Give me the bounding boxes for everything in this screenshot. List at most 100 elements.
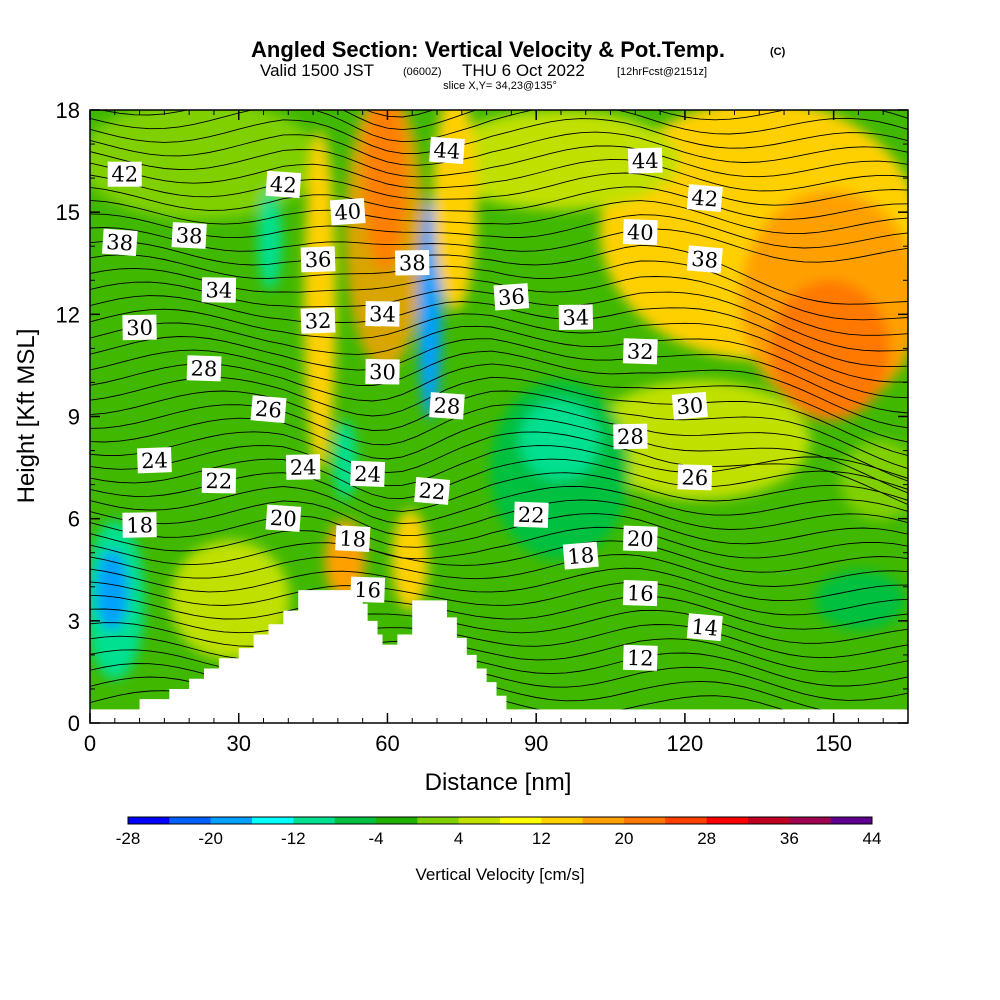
contour-label-text: 16 bbox=[627, 581, 655, 606]
isentrope-line bbox=[90, 567, 908, 602]
contour-label-box bbox=[562, 541, 599, 570]
contour-label-box bbox=[513, 501, 549, 528]
isentrope-line bbox=[90, 186, 908, 220]
colorbar-swatch bbox=[252, 817, 294, 824]
lower-middle-updraft bbox=[170, 540, 290, 660]
isentrope-line bbox=[90, 363, 908, 443]
contour-label-text: 22 bbox=[517, 503, 545, 528]
colorbar-swatch bbox=[128, 817, 170, 824]
contour-label-box bbox=[622, 580, 658, 607]
isentrope-line bbox=[90, 554, 908, 587]
contour-label-text: 40 bbox=[627, 220, 655, 245]
colorbar-tick-label: -12 bbox=[281, 829, 306, 848]
left-lowlevel-core bbox=[96, 550, 128, 630]
contour-label-text: 24 bbox=[290, 455, 317, 479]
y-tick-label: 15 bbox=[56, 200, 80, 225]
contour-label-box bbox=[101, 228, 138, 256]
contour-label-box bbox=[122, 512, 157, 538]
contour-label: 14 bbox=[686, 613, 723, 642]
contour-label-text: 28 bbox=[433, 393, 461, 419]
plume-updraft-3 bbox=[433, 110, 477, 310]
contour-label-text: 20 bbox=[269, 506, 297, 532]
isentrope-line bbox=[90, 526, 908, 560]
contour-label: 28 bbox=[613, 423, 648, 450]
contour-label: 26 bbox=[250, 395, 287, 424]
upper-left-updraft-region bbox=[90, 110, 320, 220]
right-core-updraft bbox=[770, 280, 890, 420]
colorbar-tick-label: -28 bbox=[116, 829, 141, 848]
contour-label: 18 bbox=[122, 512, 157, 538]
isentrope-line bbox=[90, 240, 908, 305]
contour-label: 24 bbox=[137, 447, 172, 474]
isentrope-line bbox=[99, 110, 908, 131]
chart-title: Angled Section: Vertical Velocity & Pot.… bbox=[251, 37, 725, 62]
slice-info: slice X,Y= 34,23@135° bbox=[443, 80, 557, 92]
contour-labels: 44 44 42 42 42 40 40 38 38 38 38 36 36 34 34 34 32 32 30 30… bbox=[101, 136, 723, 671]
contour-label: 18 bbox=[562, 541, 599, 570]
isentrope-line bbox=[90, 145, 908, 178]
y-tick-label: 12 bbox=[56, 302, 80, 327]
valid-prefix: Valid 1500 JST bbox=[260, 61, 374, 80]
contour-label: 38 bbox=[101, 228, 138, 256]
contour-label: 34 bbox=[201, 277, 237, 303]
contour-label-text: 20 bbox=[627, 527, 655, 552]
isentrope-line bbox=[90, 199, 908, 235]
contour-label: 40 bbox=[329, 198, 366, 226]
colorbar-swatch bbox=[169, 817, 212, 824]
contour-label-box bbox=[186, 355, 222, 382]
contour-label-box bbox=[201, 277, 237, 303]
isentrope-line bbox=[90, 417, 908, 494]
isentrope-line bbox=[90, 540, 908, 573]
contour-label-box bbox=[171, 222, 207, 249]
contour-label-box bbox=[622, 338, 658, 365]
contour-label-text: 36 bbox=[304, 247, 332, 272]
isentrope-line bbox=[90, 390, 908, 470]
contour-label-text: 38 bbox=[690, 247, 719, 273]
colorbar-swatch bbox=[582, 817, 625, 824]
contour-label: 42 bbox=[686, 184, 723, 212]
colorbar-tick-label: -4 bbox=[368, 829, 383, 848]
contour-label-text: 22 bbox=[418, 478, 447, 504]
contour-label-text: 34 bbox=[205, 278, 232, 302]
contour-label: 32 bbox=[300, 307, 336, 334]
contour-label-text: 28 bbox=[190, 356, 218, 381]
colorbar-swatch bbox=[458, 817, 501, 824]
contour-label-box bbox=[250, 395, 287, 424]
y-tick-label: 18 bbox=[56, 98, 80, 123]
contour-label: 20 bbox=[265, 504, 302, 532]
x-axis: 0 30 60 90 120 150 bbox=[84, 110, 909, 756]
plume-updraft-2 bbox=[304, 130, 336, 470]
x-tick-label: 120 bbox=[667, 731, 704, 756]
contour-label-box bbox=[201, 467, 237, 494]
isentrope-line bbox=[90, 376, 908, 457]
valid-time-line: Valid 1500 JST (0600Z) THU 6 Oct 2022 [1… bbox=[260, 61, 707, 80]
contour-label-text: 38 bbox=[175, 223, 203, 248]
colorbar-swatch bbox=[789, 817, 832, 824]
contour-label-box bbox=[329, 198, 366, 226]
isentrope-line bbox=[90, 431, 908, 506]
contour-label: 30 bbox=[671, 391, 708, 420]
contour-label-box bbox=[613, 423, 648, 450]
contour-label: 22 bbox=[513, 501, 549, 528]
contour-label-box bbox=[686, 245, 723, 274]
contour-label-box bbox=[622, 644, 658, 671]
isentrope-line bbox=[90, 308, 908, 383]
x-tick-label: 90 bbox=[524, 731, 548, 756]
contour-label-box bbox=[265, 170, 302, 199]
colorbar-tick-label: 12 bbox=[532, 829, 551, 848]
contour-label-box bbox=[414, 476, 451, 505]
colorbar-border bbox=[127, 816, 873, 825]
contour-label-text: 28 bbox=[617, 425, 644, 449]
contour-label-text: 24 bbox=[141, 448, 169, 473]
contour-label: 38 bbox=[171, 222, 207, 249]
x-tick-label: 0 bbox=[84, 731, 96, 756]
contour-label: 30 bbox=[365, 358, 400, 385]
contour-label-box bbox=[265, 504, 302, 532]
lower-right-downdraft bbox=[815, 570, 905, 630]
contour-label: 30 bbox=[122, 314, 157, 341]
isentrope-line bbox=[90, 458, 908, 500]
plot-area: 44 44 42 42 42 40 40 38 38 38 38 36 36 34 34 34 32 32 30 30… bbox=[90, 110, 908, 723]
isentrope-line bbox=[90, 227, 908, 263]
isentrope-line bbox=[90, 349, 908, 429]
